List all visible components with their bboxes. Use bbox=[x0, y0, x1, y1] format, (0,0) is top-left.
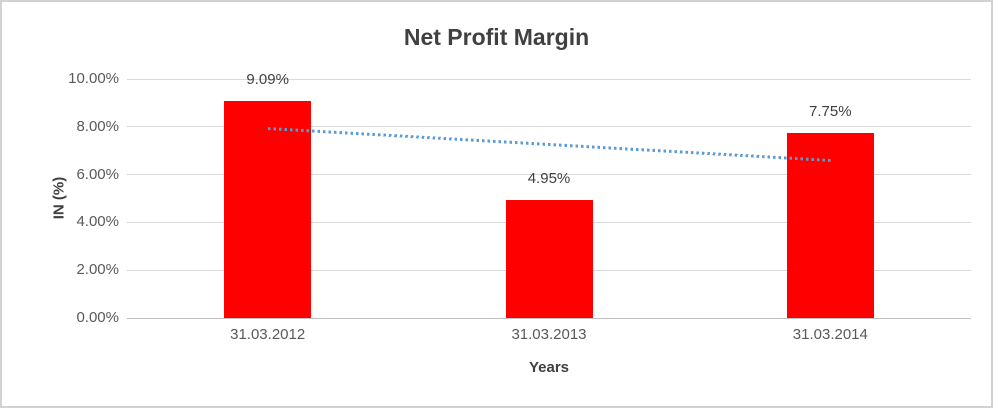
gridline bbox=[127, 78, 971, 80]
x-axis-line bbox=[127, 317, 971, 319]
trendline bbox=[267, 127, 831, 162]
x-category-label: 31.03.2012 bbox=[230, 326, 306, 343]
y-tick-label: 0.00% bbox=[76, 309, 119, 326]
y-tick-label: 4.00% bbox=[76, 213, 119, 231]
gridline bbox=[127, 126, 971, 128]
y-tick-label: 2.00% bbox=[76, 261, 119, 279]
x-category-label: 31.03.2013 bbox=[511, 326, 587, 343]
gridline bbox=[127, 174, 971, 176]
x-axis-title: Years bbox=[528, 359, 570, 376]
bar bbox=[505, 199, 593, 318]
bar-value-label: 4.95% bbox=[527, 169, 571, 187]
bar bbox=[786, 132, 874, 318]
bar bbox=[224, 100, 312, 318]
bar-value-label: 7.75% bbox=[809, 102, 852, 120]
y-tick-label: 10.00% bbox=[68, 70, 119, 87]
x-category-label: 31.03.2014 bbox=[792, 326, 868, 343]
y-tick-label: 6.00% bbox=[76, 165, 119, 183]
chart-title: Net Profit Margin bbox=[403, 24, 590, 50]
y-tick-label: 8.00% bbox=[76, 117, 119, 135]
bar-value-label: 9.09% bbox=[246, 70, 289, 88]
plot-area: 9.09% 4.95% 7.75% bbox=[127, 71, 971, 319]
